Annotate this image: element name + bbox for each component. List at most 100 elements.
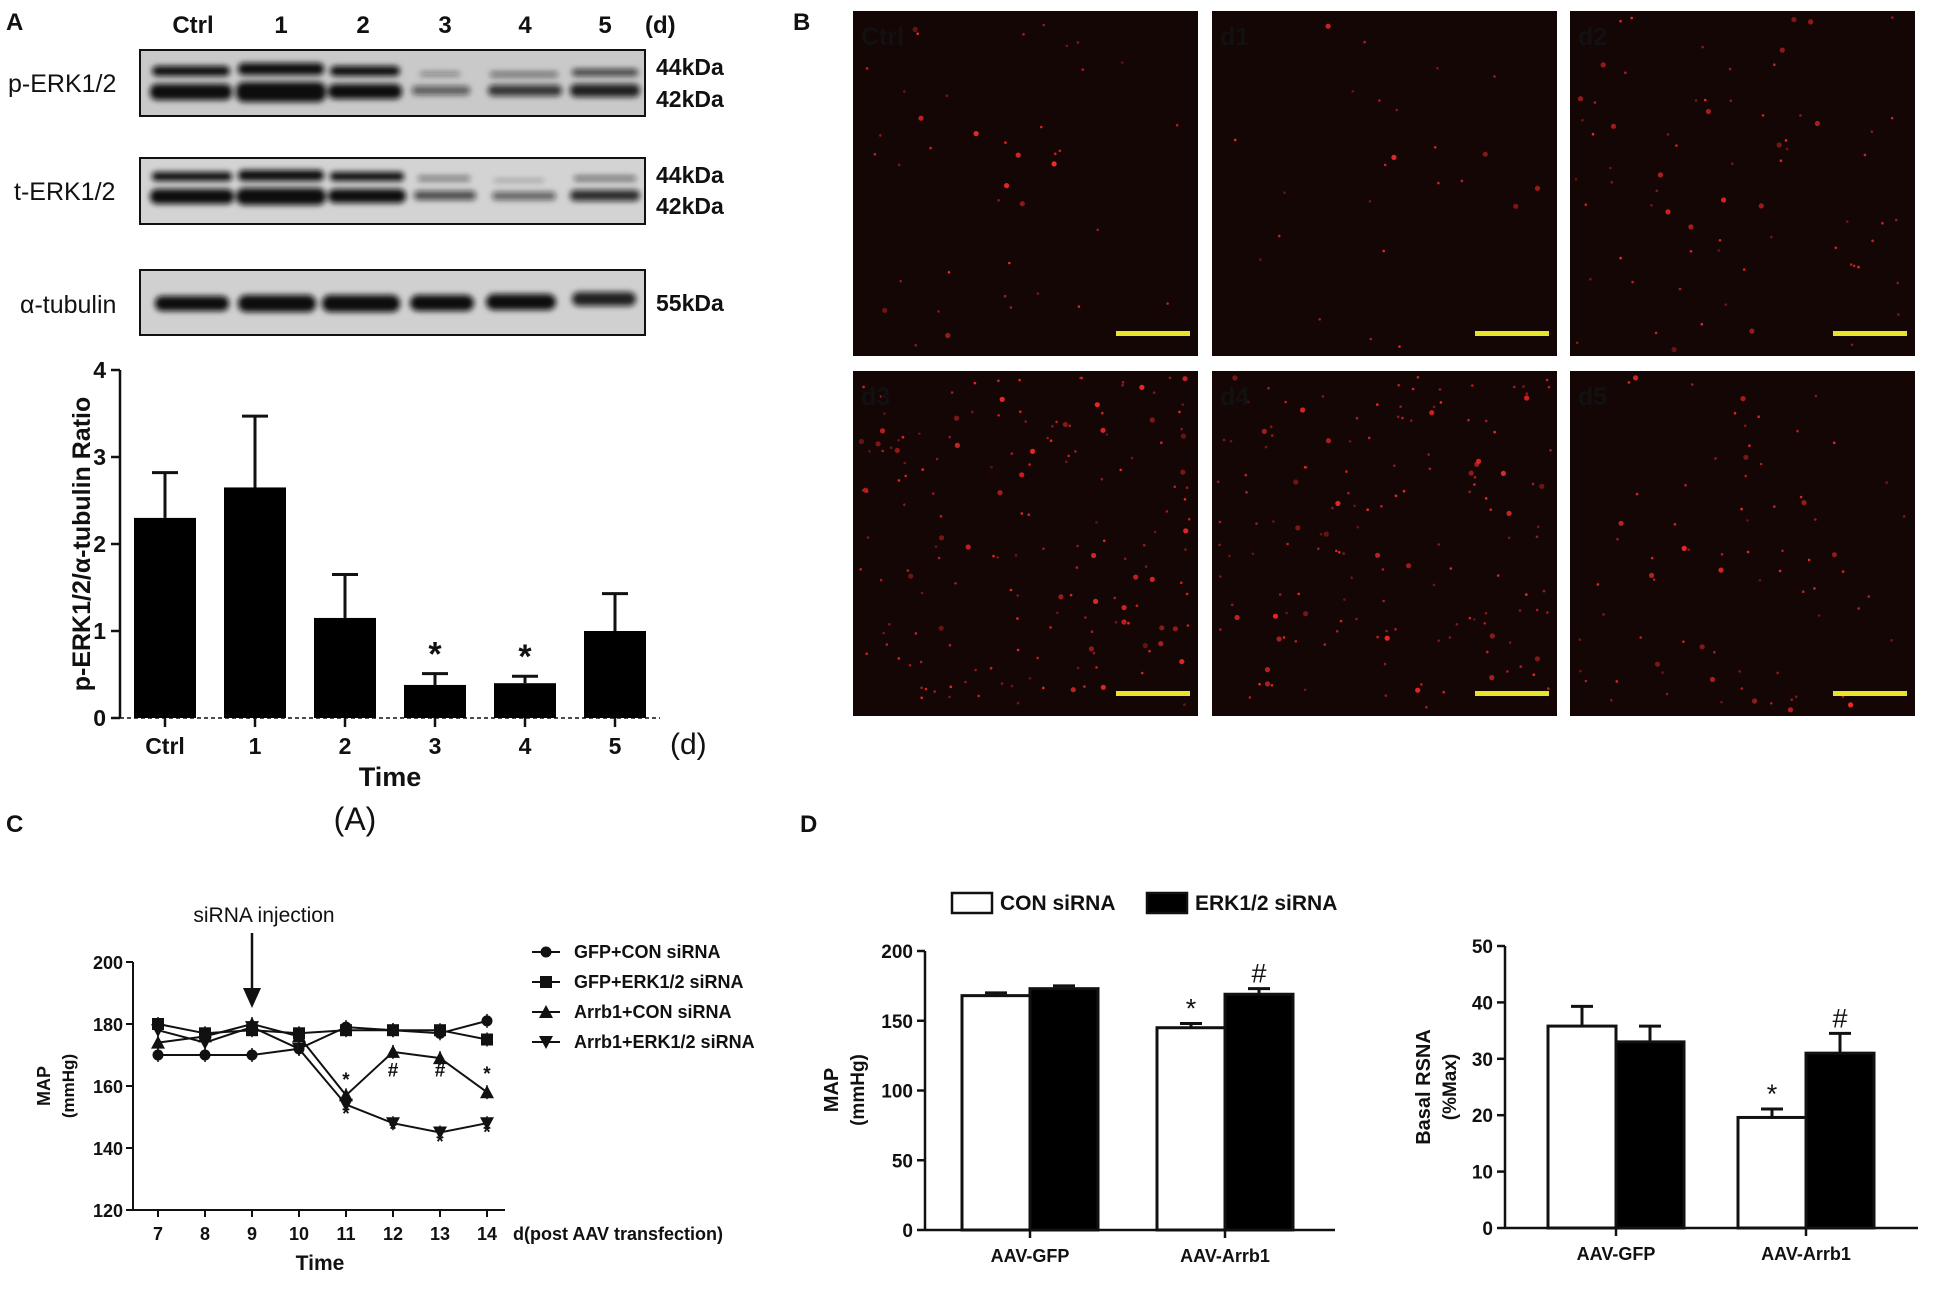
signal-spot [1841, 570, 1845, 573]
bar-1 [1028, 987, 1100, 1232]
x-tick-label: 1 [249, 733, 262, 759]
signal-spot [1264, 667, 1271, 673]
signal-spot [1535, 608, 1539, 612]
bar [314, 617, 376, 718]
signal-spot [1624, 71, 1627, 74]
injection-arrow-head [243, 988, 261, 1008]
y-tick-label: 2 [93, 531, 106, 557]
signal-spot [1539, 483, 1545, 489]
signal-spot [1133, 574, 1139, 580]
signal-spot [1219, 628, 1222, 631]
signal-spot [1493, 75, 1496, 78]
signal-spot [1016, 594, 1019, 597]
signal-spot [1666, 133, 1670, 136]
signal-spot [1303, 611, 1309, 617]
signal-spot [1278, 593, 1282, 596]
signal-spot [1149, 576, 1155, 583]
signal-spot [1420, 683, 1423, 686]
signal-spot [1010, 452, 1014, 455]
signal-spot [1785, 147, 1789, 151]
marker-44kda-1: 44kDa [656, 54, 724, 80]
signal-spot [1009, 306, 1013, 309]
signal-spot [1574, 177, 1578, 181]
signal-spot [1688, 224, 1694, 230]
signal-spot [1010, 684, 1014, 688]
signal-spot [1591, 132, 1595, 136]
signal-spot [1090, 630, 1094, 633]
signal-spot [1733, 411, 1737, 415]
x-tick-label: 14 [477, 1224, 497, 1244]
signal-spot [1182, 376, 1188, 382]
signal-spot [997, 490, 1003, 496]
signal-spot [1303, 688, 1307, 692]
signal-spot [973, 381, 977, 385]
lane-label-4: 4 [518, 12, 532, 39]
signal-spot [1600, 62, 1606, 68]
signal-spot [1180, 427, 1183, 431]
signal-spot [873, 153, 877, 156]
y-tick-label: 180 [93, 1015, 123, 1035]
scale-bar [1833, 331, 1907, 336]
signal-spot [1468, 490, 1471, 494]
signal-spot [1512, 385, 1516, 389]
micrograph-d2 [1570, 11, 1915, 356]
signal-spot [1149, 417, 1155, 423]
signal-spot [903, 503, 906, 507]
signal-spot [1335, 630, 1339, 633]
signal-spot [1814, 394, 1818, 398]
signal-spot [883, 412, 886, 415]
signal-spot [1709, 676, 1716, 683]
signal-spot [1427, 453, 1430, 456]
signal-spot [1248, 696, 1252, 699]
signal-spot [1355, 617, 1358, 621]
signal-spot [1369, 337, 1372, 341]
panel-label-a: A [6, 9, 23, 36]
signal-spot [1849, 263, 1853, 266]
legend-d: CON siRNA ERK1/2 siRNA [950, 891, 1337, 915]
signal-spot [1807, 558, 1811, 562]
signal-spot [882, 307, 888, 313]
series-point [387, 1024, 399, 1037]
signal-spot [1016, 648, 1020, 652]
signal-spot [1870, 130, 1874, 133]
signal-spot [1175, 123, 1179, 127]
signal-spot [1691, 383, 1694, 386]
signal-spot [1382, 249, 1385, 253]
bar [494, 683, 556, 718]
signal-spot [1817, 614, 1821, 617]
signal-spot [1748, 444, 1751, 448]
signal-spot [1276, 636, 1282, 642]
x-tick-label: AAV-Arrb1 [1180, 1246, 1270, 1266]
y-tick-label: 4 [93, 357, 106, 383]
signal-spot [974, 668, 977, 672]
signal-spot [1700, 322, 1704, 326]
signal-spot [1042, 547, 1045, 550]
signal-spot [1342, 552, 1345, 555]
bands-tubulin [155, 292, 636, 312]
signal-spot [1442, 690, 1445, 694]
signal-spot [1259, 258, 1262, 261]
signal-spot [1258, 682, 1261, 686]
signal-spot [1796, 429, 1799, 433]
legend-label: GFP+ERK1/2 siRNA [574, 972, 744, 992]
signal-spot [1784, 139, 1788, 142]
bar-0 [1736, 1115, 1808, 1230]
signal-spot [1799, 495, 1803, 499]
y-tick-label: 150 [881, 1012, 913, 1033]
signal-spot [948, 695, 951, 699]
signal-spot [1079, 376, 1082, 380]
signal-spot [1351, 90, 1355, 93]
signal-spot [1744, 474, 1747, 478]
signal-spot [1383, 662, 1387, 666]
signal-spot [1619, 256, 1622, 260]
significance-mark: # [1832, 1003, 1847, 1033]
legend-label: Arrb1+ERK1/2 siRNA [574, 1032, 755, 1052]
x-unit: (d) [670, 728, 707, 761]
signal-spot [879, 428, 886, 434]
signal-spot [1036, 292, 1040, 295]
x-tick-label: 2 [339, 733, 352, 759]
signal-spot [1398, 345, 1401, 348]
bands-p-erk [150, 63, 640, 102]
signal-spot [992, 554, 995, 558]
signal-spot [1652, 578, 1656, 581]
